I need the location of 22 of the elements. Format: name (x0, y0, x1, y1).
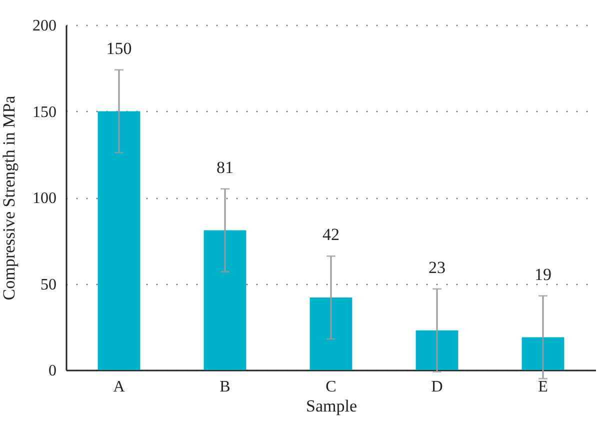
y-tick-label: 0 (48, 362, 56, 380)
data-label: 42 (322, 225, 340, 244)
data-label: 150 (106, 38, 132, 58)
y-tick-label: 200 (32, 18, 56, 34)
x-tick-label: D (431, 378, 443, 396)
bar (310, 298, 352, 370)
data-label: 19 (534, 264, 552, 284)
y-tick-label: 150 (32, 104, 56, 121)
bar (204, 230, 246, 370)
bar (522, 337, 564, 370)
y-tick-label: 100 (32, 190, 56, 207)
y-axis-title: Compressive Strength in MPa (0, 95, 18, 300)
x-tick-label: E (538, 378, 548, 396)
y-tick-label: 50 (40, 276, 56, 294)
bar (416, 330, 458, 370)
data-label: 23 (428, 258, 446, 277)
x-tick-label: C (326, 378, 336, 396)
x-tick-label: A (113, 378, 126, 396)
data-label: 81 (216, 158, 234, 177)
bar (98, 111, 140, 370)
x-axis-title: Sample (306, 396, 357, 416)
x-tick-label: B (220, 378, 230, 396)
